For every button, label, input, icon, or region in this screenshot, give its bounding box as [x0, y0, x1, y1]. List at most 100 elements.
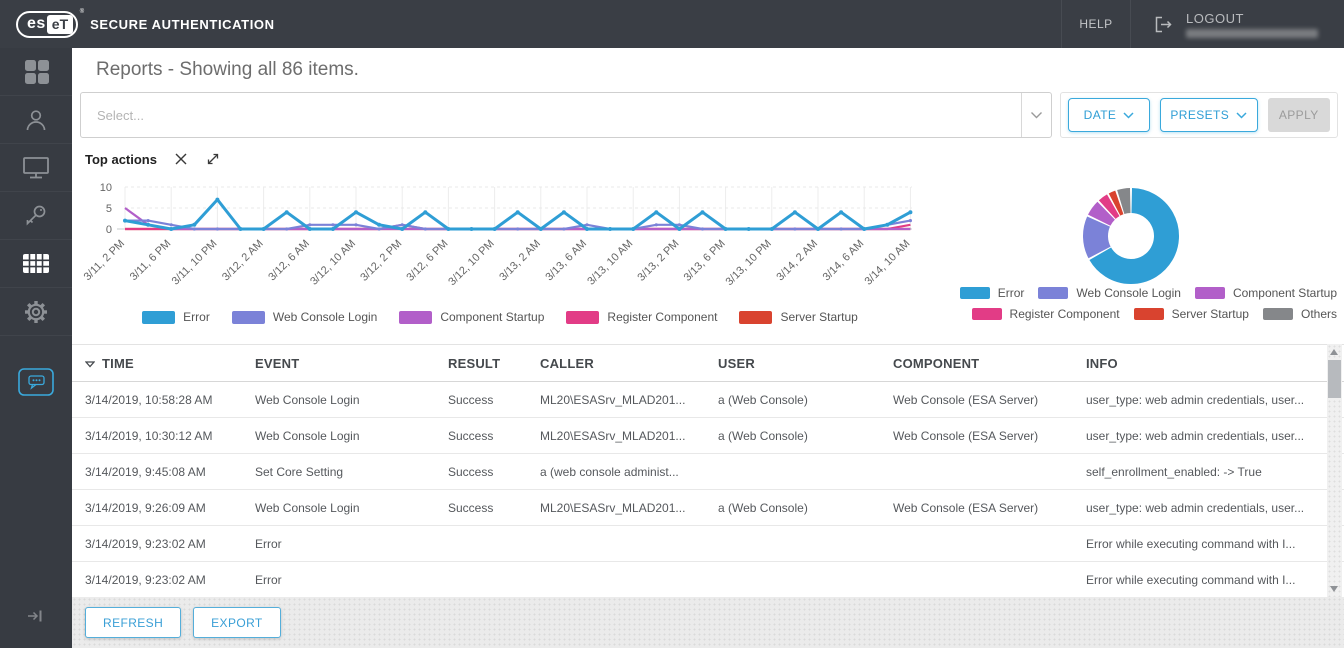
- product-name: SECURE AUTHENTICATION: [90, 16, 275, 32]
- legend-item: Server Startup: [1133, 307, 1249, 321]
- cell-event: Set Core Setting: [255, 464, 344, 479]
- column-header-caller[interactable]: CALLER: [540, 355, 594, 371]
- legend-swatch-icon: [1133, 308, 1164, 320]
- x-axis-tick: 3/12, 2 PM: [358, 238, 404, 284]
- cell-user: a (Web Console): [718, 392, 808, 407]
- cell-result: Success: [448, 464, 494, 479]
- legend-swatch-icon: [1262, 308, 1293, 320]
- sidebar-item-credentials[interactable]: [0, 192, 72, 240]
- logo-es-text: es: [27, 15, 46, 32]
- legend-swatch-icon: [971, 308, 1002, 320]
- feedback-chat-icon: [18, 368, 54, 396]
- date-button[interactable]: DATE: [1068, 98, 1150, 132]
- top-actions-panel-header: Top actions: [85, 151, 221, 167]
- monitor-icon: [22, 155, 50, 181]
- table-row[interactable]: 3/14/2019, 9:26:09 AM Web Console Login Su…: [72, 490, 1344, 526]
- cell-info: self_enrollment_enabled: -> True: [1086, 464, 1262, 479]
- filter-actions-group: DATE PRESETS APPLY: [1060, 92, 1338, 138]
- cell-event: Web Console Login: [255, 392, 360, 407]
- table-scrollbar[interactable]: [1327, 344, 1342, 597]
- cell-info: user_type: web admin credentials, user..…: [1086, 500, 1305, 515]
- column-header-time[interactable]: TIME: [84, 356, 255, 371]
- help-button[interactable]: HELP: [1061, 0, 1131, 48]
- legend-label: Component Startup: [440, 310, 545, 324]
- legend-item: Web Console Login: [231, 310, 377, 324]
- column-header-component[interactable]: COMPONENT: [893, 355, 980, 371]
- cell-result: Success: [448, 392, 494, 407]
- table-row[interactable]: 3/14/2019, 10:30:12 AM Web Console Login S…: [72, 418, 1344, 454]
- sidebar-item-users[interactable]: [0, 96, 72, 144]
- sidebar-item-settings[interactable]: [0, 288, 72, 336]
- eset-logo: es eT ®: [16, 9, 84, 38]
- cell-caller: a (web console administ...: [540, 464, 679, 479]
- cell-time: 3/14/2019, 9:23:02 AM: [85, 536, 206, 551]
- cell-event: Error: [255, 536, 282, 551]
- logo-et-text: eT: [46, 14, 74, 34]
- legend-item: Others: [1262, 307, 1337, 321]
- sidebar-item-dashboard[interactable]: [0, 48, 72, 96]
- sidebar-item-reports[interactable]: [0, 240, 72, 288]
- legend-item: Component Startup: [1194, 286, 1337, 300]
- column-header-user[interactable]: USER: [718, 355, 755, 371]
- expand-panel-icon[interactable]: [205, 151, 221, 167]
- legend-label: Error: [997, 286, 1025, 300]
- x-axis-tick: 3/13, 2 AM: [497, 238, 543, 284]
- legend-label: Web Console Login: [1076, 286, 1181, 300]
- panel-title: Top actions: [85, 151, 157, 167]
- x-axis-tick: 3/11, 2 PM: [82, 238, 128, 284]
- x-axis-tick: 3/13, 2 PM: [635, 238, 681, 284]
- table-row[interactable]: 3/14/2019, 9:23:02 AM Error Error while ex…: [72, 526, 1344, 562]
- filter-select: [80, 92, 1052, 138]
- cell-event: Web Console Login: [255, 428, 360, 443]
- column-header-info[interactable]: INFO: [1086, 355, 1118, 371]
- donut-segment-register-component: [1098, 194, 1120, 220]
- x-axis-tick: 3/14, 6 AM: [821, 238, 867, 284]
- sidebar-item-feedback[interactable]: [0, 358, 72, 406]
- x-axis-tick: 3/12, 6 PM: [404, 238, 450, 284]
- table-row[interactable]: 3/14/2019, 9:23:02 AM Error Error while ex…: [72, 562, 1344, 598]
- legend-label: Error: [183, 310, 210, 324]
- cell-component: Web Console (ESA Server): [893, 392, 1039, 407]
- gear-icon: [22, 298, 50, 326]
- x-axis-tick: 3/13, 10 PM: [723, 238, 773, 288]
- apply-button[interactable]: APPLY: [1267, 98, 1330, 132]
- footer-toolbar: REFRESH EXPORT: [72, 597, 1344, 648]
- series-line-error: [124, 198, 912, 231]
- filter-select-input[interactable]: [81, 93, 1021, 137]
- legend-swatch-icon: [231, 310, 265, 324]
- cell-time: 3/14/2019, 9:23:02 AM: [85, 572, 206, 587]
- cell-caller: ML20\ESASrv_MLAD201...: [540, 428, 686, 443]
- close-panel-icon[interactable]: [174, 152, 188, 166]
- table-row[interactable]: 3/14/2019, 9:45:08 AM Set Core Setting Suc…: [72, 454, 1344, 490]
- legend-item: Register Component: [566, 310, 717, 324]
- cell-caller: ML20\ESASrv_MLAD201...: [540, 392, 686, 407]
- scroll-up-arrow-icon[interactable]: [1330, 349, 1338, 355]
- chevron-down-icon: [1030, 106, 1043, 124]
- collapse-panel-icon: [25, 607, 47, 625]
- table-row[interactable]: 3/14/2019, 10:58:28 AM Web Console Login S…: [72, 382, 1344, 418]
- sidebar-collapse-toggle[interactable]: [0, 592, 72, 640]
- export-button[interactable]: EXPORT: [193, 607, 281, 638]
- logout-username-redacted: [1186, 28, 1318, 38]
- x-axis-tick: 3/11, 10 PM: [170, 238, 220, 288]
- column-header-result[interactable]: RESULT: [448, 355, 501, 371]
- table-body: 3/14/2019, 10:58:28 AM Web Console Login S…: [72, 382, 1344, 598]
- dashboard-icon: [23, 58, 50, 85]
- donut-segment-error: [1089, 188, 1179, 284]
- presets-button[interactable]: PRESETS: [1159, 98, 1258, 132]
- x-axis-tick: 3/13, 6 PM: [682, 238, 728, 284]
- cell-event: Web Console Login: [255, 500, 360, 515]
- sidebar-item-computers[interactable]: [0, 144, 72, 192]
- column-header-event[interactable]: EVENT: [255, 355, 300, 371]
- filter-select-caret[interactable]: [1021, 93, 1051, 137]
- scroll-down-arrow-icon[interactable]: [1330, 586, 1338, 592]
- logout-button[interactable]: LOGOUT: [1131, 0, 1344, 48]
- x-axis-tick: 3/12, 10 PM: [446, 238, 496, 288]
- scrollbar-thumb[interactable]: [1328, 360, 1341, 398]
- legend-label: Component Startup: [1232, 286, 1337, 300]
- legend-label: Server Startup: [780, 310, 858, 324]
- legend-item: Server Startup: [739, 310, 858, 324]
- refresh-button[interactable]: REFRESH: [85, 607, 182, 638]
- cell-component: Web Console (ESA Server): [893, 428, 1039, 443]
